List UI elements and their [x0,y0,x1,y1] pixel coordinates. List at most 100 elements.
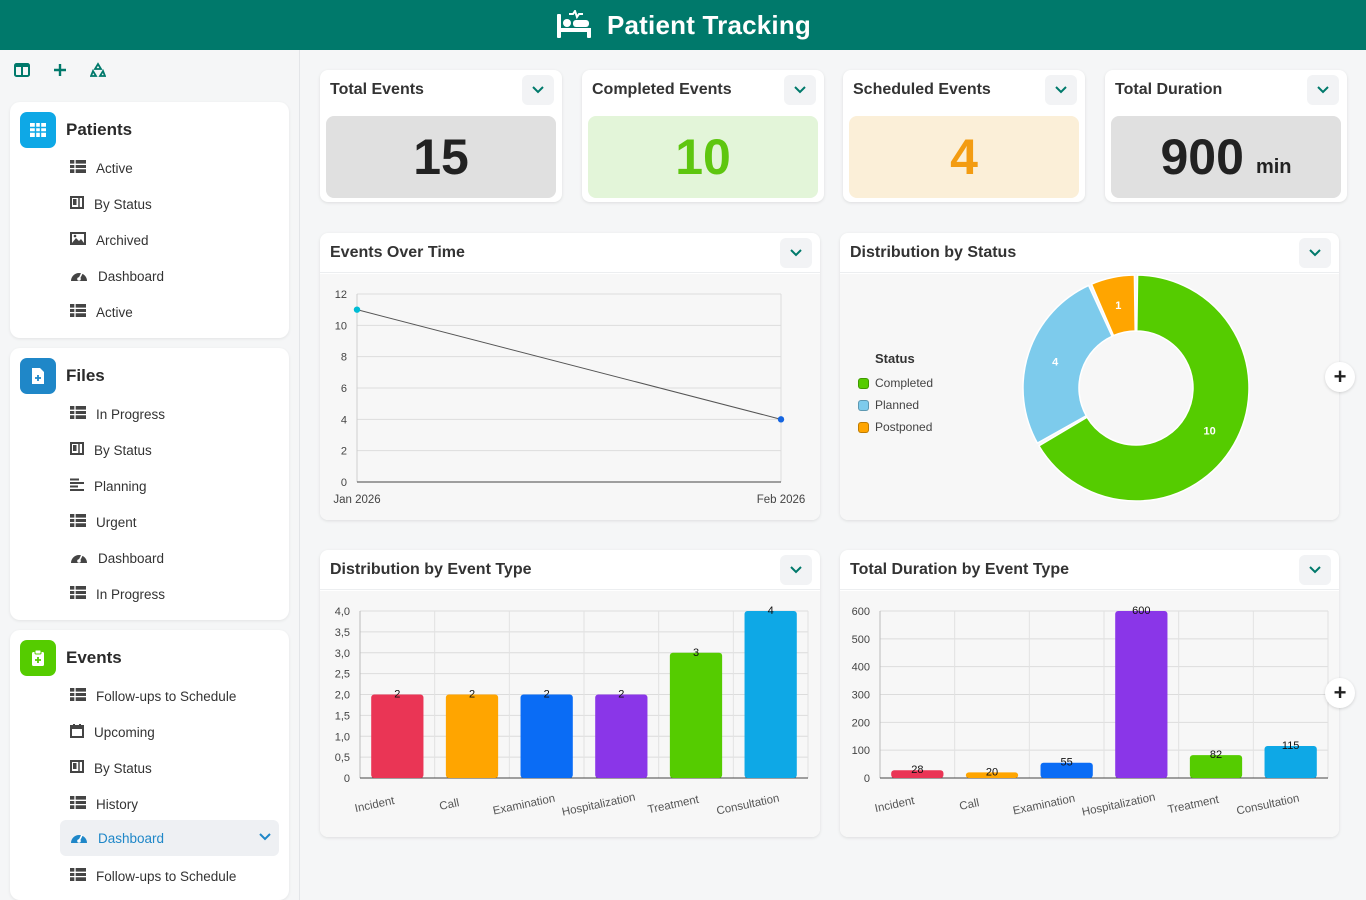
legend-label: Planned [875,398,920,412]
kpi-value-box: 900 min [1111,116,1341,198]
add-widget-button[interactable]: + [1325,362,1355,392]
y-tick-label: 10 [335,320,347,332]
data-label: 4 [768,605,774,617]
sidebar-item-patients-archived[interactable]: Archived [60,224,279,256]
events-section-header[interactable]: Events [20,640,122,676]
calendar-icon [70,723,84,741]
columns-icon[interactable] [10,58,34,82]
sidebar-item-patients-by-status[interactable]: By Status [60,188,279,220]
board-icon [70,196,84,212]
chevron-down-icon[interactable] [780,238,812,268]
table-icon [70,406,86,422]
sidebar-item-events-follow-ups-2[interactable]: Follow-ups to Schedule [60,860,279,892]
card-title: Distribution by Status [850,244,1017,261]
bar-treatment [1189,755,1243,778]
sidebar-toolbar [10,58,110,82]
add-icon[interactable] [48,58,72,82]
sidebar-item-label: Archived [96,232,149,248]
y-tick-label: 100 [852,745,870,757]
board-icon [70,442,84,458]
sidebar-item-files-urgent[interactable]: Urgent [60,506,279,538]
legend-swatch [858,399,869,411]
chevron-down-icon[interactable] [1299,238,1331,268]
data-label: 82 [1210,749,1222,761]
kpi-total-duration: Total Duration 900 min [1105,70,1347,202]
legend-item-postponed[interactable]: Postponed [858,420,932,434]
sidebar-item-files-planning[interactable]: Planning [60,470,279,502]
data-label: 600 [1132,605,1150,617]
patients-section-title: Patients [66,120,133,139]
x-tick-label: Examination [1012,793,1076,818]
files-section-header[interactable]: Files [20,358,105,394]
data-label: 2 [544,689,550,701]
chevron-down-icon[interactable] [259,829,271,841]
sidebar-item-label: History [96,796,139,812]
kpi-value-box: 15 [326,116,556,198]
chevron-down-icon[interactable] [1045,75,1077,105]
sidebar-item-events-upcoming[interactable]: Upcoming [60,716,279,748]
chevron-down-icon[interactable] [1307,75,1339,105]
chart-area: 0 0,5 1,0 1,5 2,0 2,5 3,0 3,5 4,0 2 Incident 2 Call 2… [320,591,820,837]
y-tick-label: 2,5 [335,669,350,681]
add-widget-button[interactable]: + [1325,678,1355,708]
kpi-unit: min [1255,155,1292,178]
sidebar-item-files-in-progress[interactable]: In Progress [60,398,279,430]
chevron-down-icon[interactable] [522,75,554,105]
data-label: 10 [1203,426,1215,438]
bar-treatment [669,652,723,778]
duration-by-type-card: Total Duration by Event Type 0 100 200 300 4… [840,550,1339,837]
sidebar-item-files-by-status[interactable]: By Status [60,434,279,466]
data-label: 20 [986,766,998,778]
sidebar-item-events-history[interactable]: History [60,788,279,820]
legend-item-completed[interactable]: Completed [858,376,933,390]
y-tick-label: 500 [852,634,870,646]
data-label: 2 [394,689,400,701]
hospital-bed-icon [555,10,593,40]
y-tick-label: 2 [341,446,347,458]
sidebar-item-label: Upcoming [94,724,155,740]
event-type-distribution-card: Distribution by Event Type 0 0,5 1,0 1,5 2,0… [320,550,820,837]
patients-section-header[interactable]: Patients [20,112,132,148]
app-header: Patient Tracking [0,0,1366,50]
sidebar-item-events-dashboard[interactable]: Dashboard [60,820,279,856]
sidebar-item-events-by-status[interactable]: By Status [60,752,279,784]
app-title: Patient Tracking [606,9,812,40]
bar-incident [371,694,424,778]
kpi-value: 10 [675,129,731,185]
files-section: Files In Progress By Status Planning Urg… [10,348,289,620]
table-icon [70,304,86,320]
sidebar-item-label: Active [96,160,133,176]
donut-chart: 10 4 1 [1022,274,1250,502]
sidebar-item-files-dashboard[interactable]: Dashboard [60,542,279,574]
clipboard-icon [20,640,56,676]
pie-slice-completed [1037,274,1250,502]
legend-item-planned[interactable]: Planned [858,398,919,412]
data-label: 115 [1282,740,1300,752]
kpi-value-box: 10 [588,116,818,198]
chevron-down-icon[interactable] [780,555,812,585]
sidebar-item-patients-dashboard[interactable]: Dashboard [60,260,279,292]
events-section: Events Follow-ups to Schedule Upcoming B… [10,630,289,900]
sidebar-item-files-in-progress-2[interactable]: In Progress [60,578,279,610]
sidebar-item-patients-active[interactable]: Active [60,152,279,184]
recycle-icon[interactable] [86,58,110,82]
x-tick-label: Consultation [716,793,781,818]
sidebar-item-label: In Progress [96,586,166,602]
kpi-completed-events: Completed Events 10 [582,70,824,202]
sidebar-item-events-follow-ups[interactable]: Follow-ups to Schedule [60,680,279,712]
chevron-down-icon[interactable] [1299,555,1331,585]
sidebar-item-label: By Status [94,760,152,776]
sidebar-item-label: Dashboard [98,830,165,846]
file-add-icon [20,358,56,394]
card-title: Distribution by Event Type [330,561,532,578]
kpi-title: Total Events [330,81,424,98]
data-label: 55 [1061,757,1073,769]
chevron-down-icon[interactable] [784,75,816,105]
patients-section: Patients Active By Status Archived Dashb… [10,102,289,338]
sidebar-item-patients-active-2[interactable]: Active [60,296,279,328]
x-tick-label: Feb 2026 [757,494,806,506]
card-title: Total Duration by Event Type [850,561,1069,578]
x-tick-label: Call [438,797,460,813]
x-tick-label: Treatment [647,794,701,817]
kpi-total-events: Total Events 15 [320,70,562,202]
